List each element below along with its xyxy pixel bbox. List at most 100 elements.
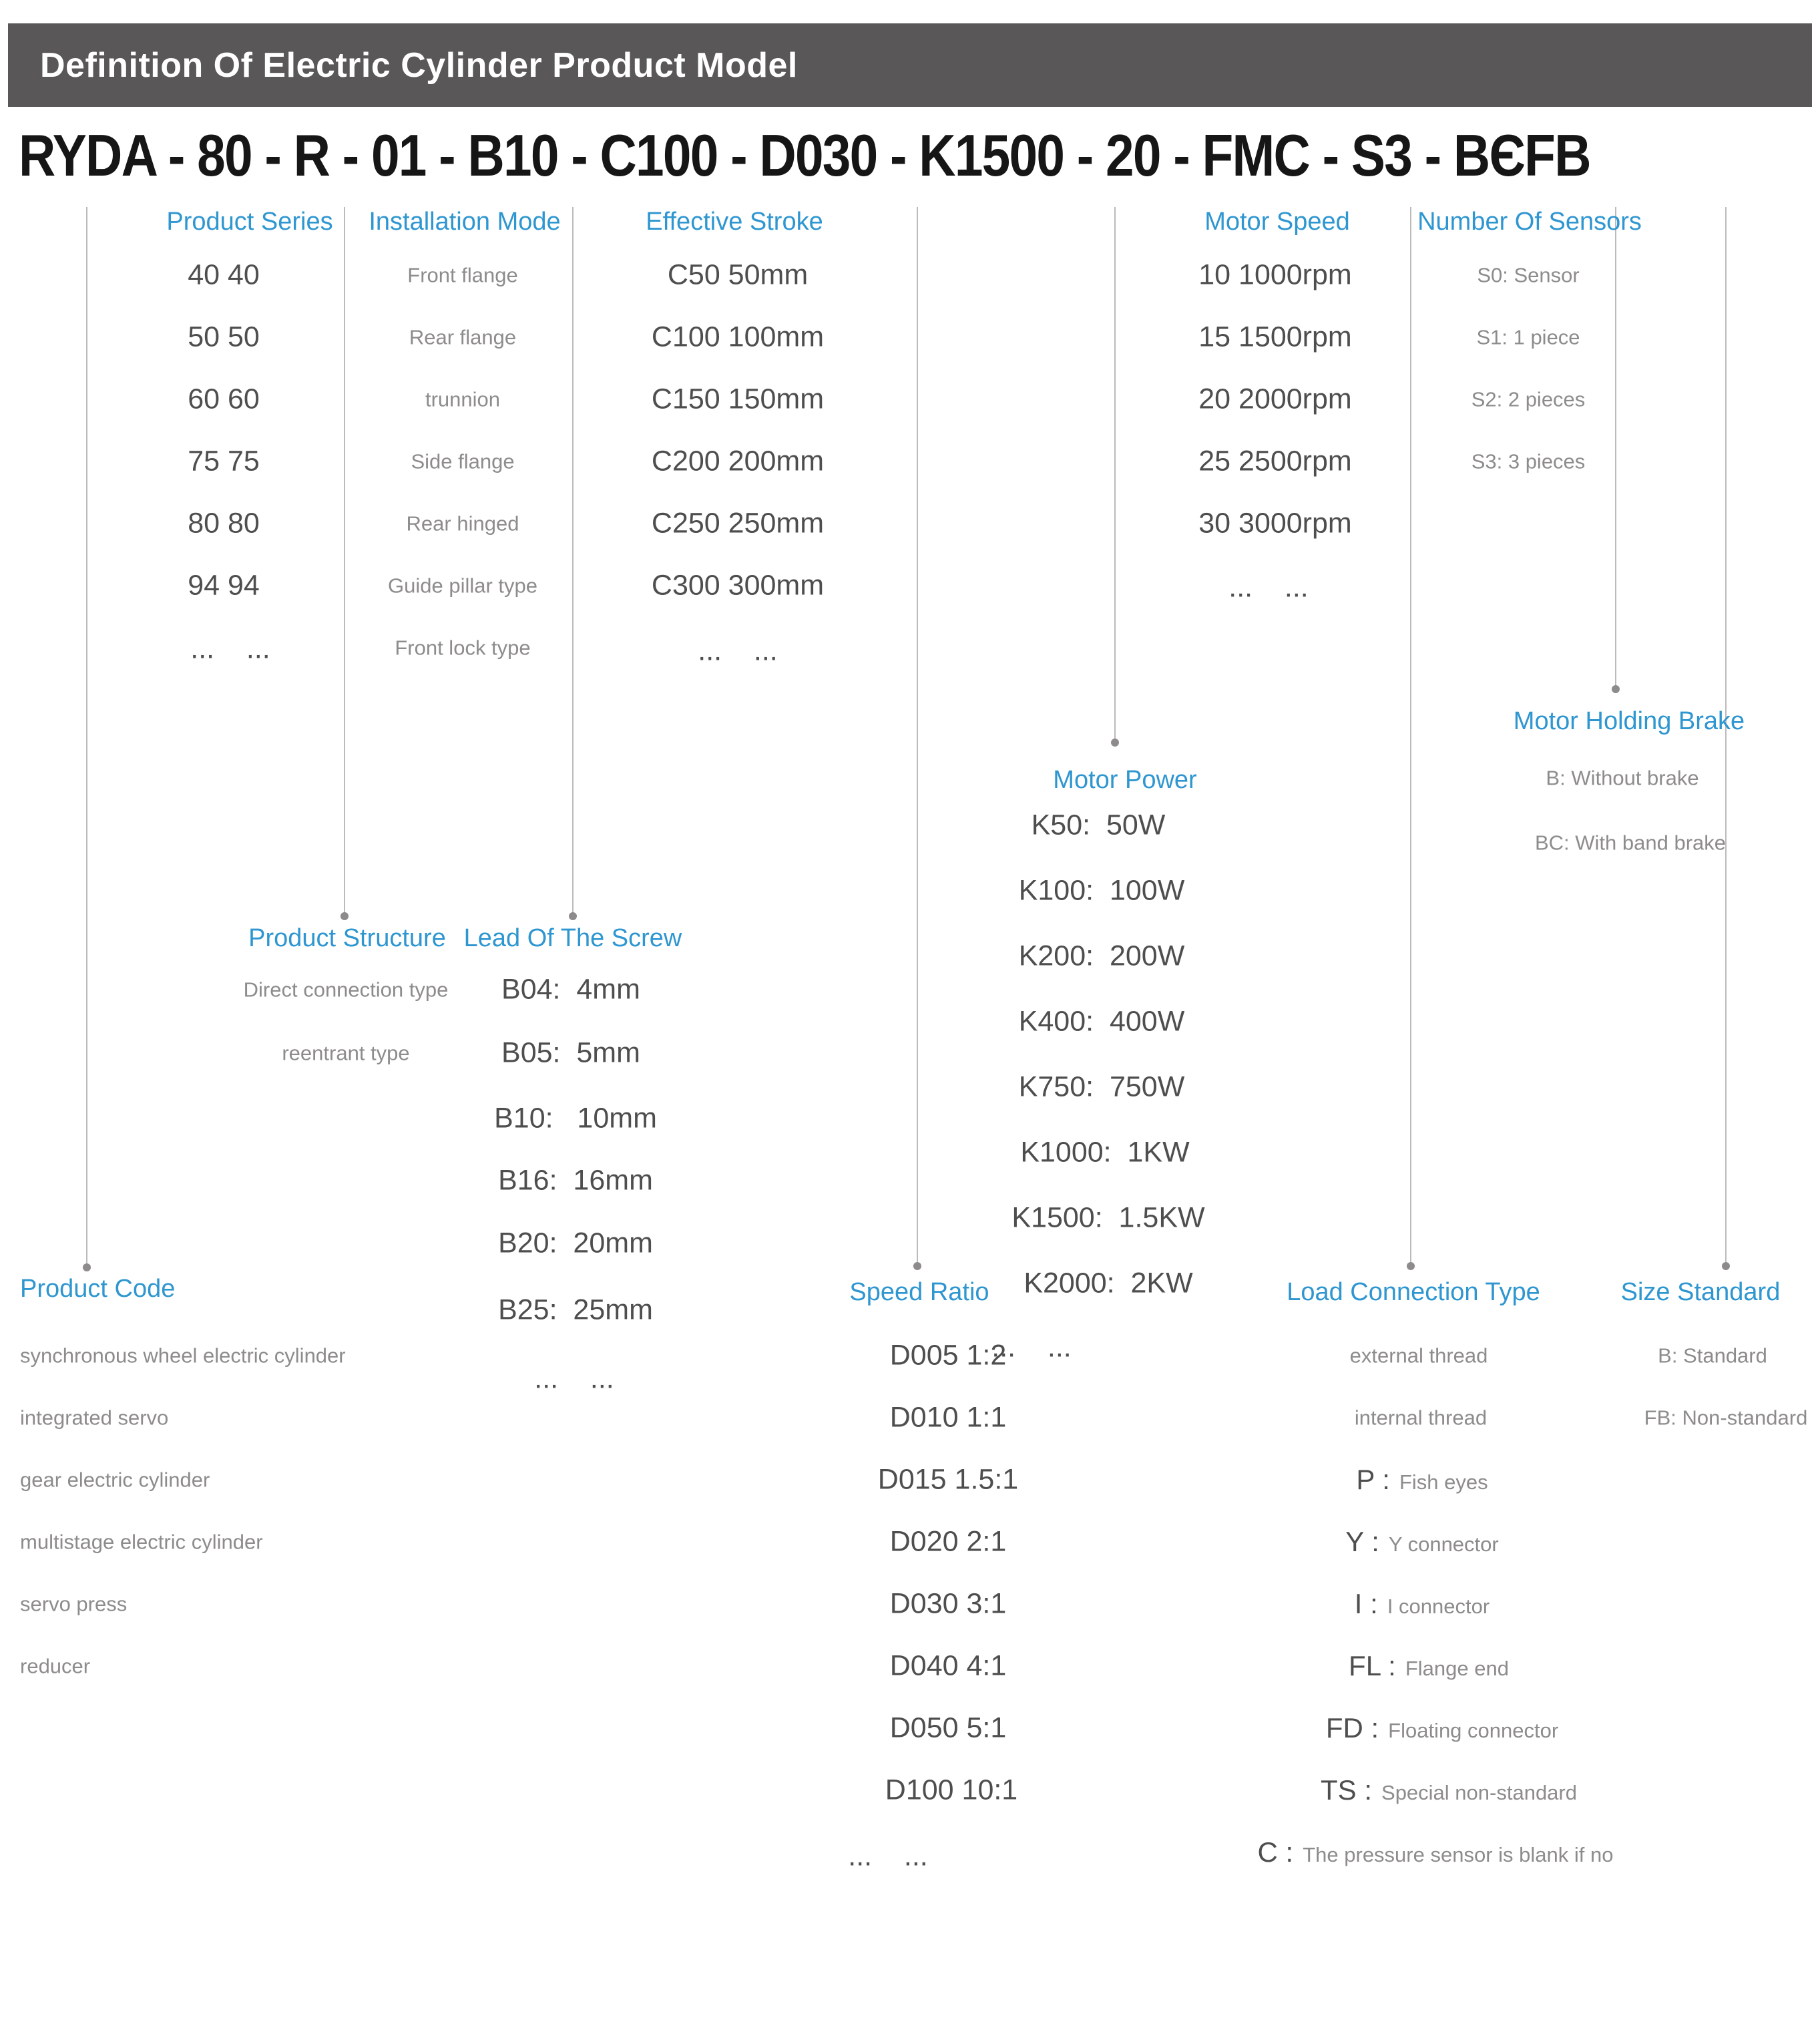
leader-line-motor-power: [1111, 207, 1119, 747]
option-item: P : Fish eyes: [1356, 1466, 1488, 1494]
leader-line-product-code: [83, 207, 91, 1271]
option-item: Rear flange: [409, 325, 517, 349]
option-desc: Fish eyes: [1399, 1470, 1488, 1494]
option-item: K400: 400W: [1018, 1005, 1185, 1038]
option-item: multistage electric cylinder: [20, 1530, 263, 1554]
option-item: D040 4:1: [889, 1649, 1007, 1682]
ellipsis: ... ...: [534, 1362, 614, 1395]
option-desc: Flange end: [1405, 1657, 1509, 1680]
leader-line-lead-of-screw: [569, 207, 577, 920]
section-title-installation-mode: Installation Mode: [369, 208, 561, 236]
option-item: 25 2500rpm: [1198, 445, 1352, 477]
option-code: Y :: [1345, 1526, 1379, 1557]
option-desc: Special non-standard: [1381, 1781, 1577, 1804]
option-item: Direct connection type: [243, 978, 449, 1002]
option-item: B05: 5mm: [501, 1036, 640, 1069]
header-bar: Definition Of Electric Cylinder Product …: [8, 23, 1812, 107]
option-item: Y : Y connector: [1345, 1528, 1498, 1556]
option-code: I :: [1354, 1588, 1378, 1619]
leader-dot: [340, 912, 349, 920]
option-item: C100 100mm: [651, 321, 825, 353]
option-item: B16: 16mm: [498, 1164, 653, 1197]
ellipsis: ... ...: [848, 1840, 928, 1872]
option-item: D005 1:2: [889, 1339, 1007, 1372]
option-item: B04: 4mm: [501, 973, 640, 1006]
option-item: B: Without brake: [1546, 766, 1699, 790]
option-item: I : I connector: [1355, 1590, 1490, 1618]
section-title-product-series: Product Series: [166, 208, 333, 236]
option-item: 60 60: [188, 383, 260, 415]
section-title-speed-ratio: Speed Ratio: [849, 1278, 989, 1306]
leader-line-size-standard: [1722, 207, 1730, 1270]
section-title-product-structure: Product Structure: [248, 924, 446, 952]
section-title-load-connection-type: Load Connection Type: [1287, 1278, 1540, 1306]
option-item: C200 200mm: [651, 445, 825, 477]
option-item: C150 150mm: [651, 383, 825, 415]
option-item: FL : Flange end: [1349, 1652, 1509, 1680]
option-item: 40 40: [188, 258, 260, 291]
ellipsis: ... ...: [190, 632, 270, 665]
option-item: TS : Special non-standard: [1321, 1776, 1577, 1804]
option-desc: Floating connector: [1388, 1719, 1559, 1742]
product-model-code: RYDA - 80 - R - 01 - B10 - C100 - D030 -…: [19, 122, 1591, 188]
leader-line-product-structure: [340, 207, 349, 920]
option-item: K1500: 1.5KW: [1011, 1201, 1205, 1234]
option-item: K200: 200W: [1018, 940, 1185, 972]
option-code: TS :: [1321, 1774, 1373, 1806]
option-item: Guide pillar type: [387, 574, 538, 598]
option-item: 80 80: [188, 507, 260, 540]
option-item: D030 3:1: [889, 1587, 1007, 1620]
option-item: K50: 50W: [1031, 809, 1166, 841]
option-code: FL :: [1349, 1650, 1396, 1681]
option-item: C250 250mm: [651, 507, 825, 540]
option-item: 50 50: [188, 321, 260, 353]
option-item: D020 2:1: [889, 1525, 1007, 1558]
ellipsis: ... ...: [991, 1331, 1072, 1364]
leader-dot: [1722, 1262, 1730, 1270]
leader-dot: [913, 1262, 921, 1270]
leader-line-load-connection: [1407, 207, 1415, 1270]
option-item: K2000: 2KW: [1023, 1267, 1193, 1299]
option-item: K750: 750W: [1018, 1070, 1185, 1103]
option-item: S1: 1 piece: [1476, 325, 1580, 349]
option-item: synchronous wheel electric cylinder: [20, 1344, 346, 1368]
option-item: B10: 10mm: [494, 1102, 657, 1135]
section-title-motor-power: Motor Power: [1053, 766, 1197, 794]
section-title-effective-stroke: Effective Stroke: [646, 208, 823, 236]
option-item: reentrant type: [282, 1041, 410, 1065]
section-title-motor-speed: Motor Speed: [1204, 208, 1350, 236]
option-item: Front lock type: [395, 636, 531, 660]
leader-dot: [1407, 1262, 1415, 1270]
option-item: K100: 100W: [1018, 874, 1185, 907]
leader-dot: [1612, 685, 1620, 693]
leader-dot: [83, 1263, 91, 1271]
option-code: FD :: [1325, 1712, 1379, 1744]
section-title-lead-of-the-screw: Lead Of The Screw: [463, 924, 682, 952]
option-desc: The pressure sensor is blank if no: [1303, 1843, 1614, 1866]
option-item: 94 94: [188, 569, 260, 602]
option-item: FD : Floating connector: [1326, 1714, 1558, 1742]
option-item: 20 2000rpm: [1198, 383, 1352, 415]
option-item: external thread: [1349, 1344, 1488, 1368]
section-title-product-code: Product Code: [20, 1275, 176, 1303]
option-item: S3: 3 pieces: [1471, 449, 1586, 473]
option-item: B: Standard: [1658, 1344, 1767, 1368]
section-title-motor-holding-brake: Motor Holding Brake: [1513, 707, 1745, 735]
option-desc: I connector: [1387, 1595, 1490, 1618]
option-item: B25: 25mm: [498, 1293, 653, 1326]
option-item: trunnion: [425, 387, 501, 411]
option-item: internal thread: [1354, 1406, 1488, 1430]
option-item: Side flange: [411, 449, 515, 473]
option-item: gear electric cylinder: [20, 1468, 210, 1492]
leader-line-speed-ratio: [913, 207, 921, 1270]
page-title: Definition Of Electric Cylinder Product …: [40, 45, 798, 85]
option-item: servo press: [20, 1592, 128, 1616]
option-item: D010 1:1: [889, 1401, 1007, 1434]
option-item: 15 1500rpm: [1198, 321, 1352, 353]
option-item: Front flange: [407, 263, 518, 287]
leader-dot: [1111, 739, 1119, 747]
option-item: D050 5:1: [889, 1711, 1007, 1744]
option-desc: Y connector: [1388, 1533, 1499, 1556]
option-item: C : The pressure sensor is blank if no: [1258, 1838, 1614, 1866]
section-title-number-of-sensors: Number Of Sensors: [1417, 208, 1642, 236]
